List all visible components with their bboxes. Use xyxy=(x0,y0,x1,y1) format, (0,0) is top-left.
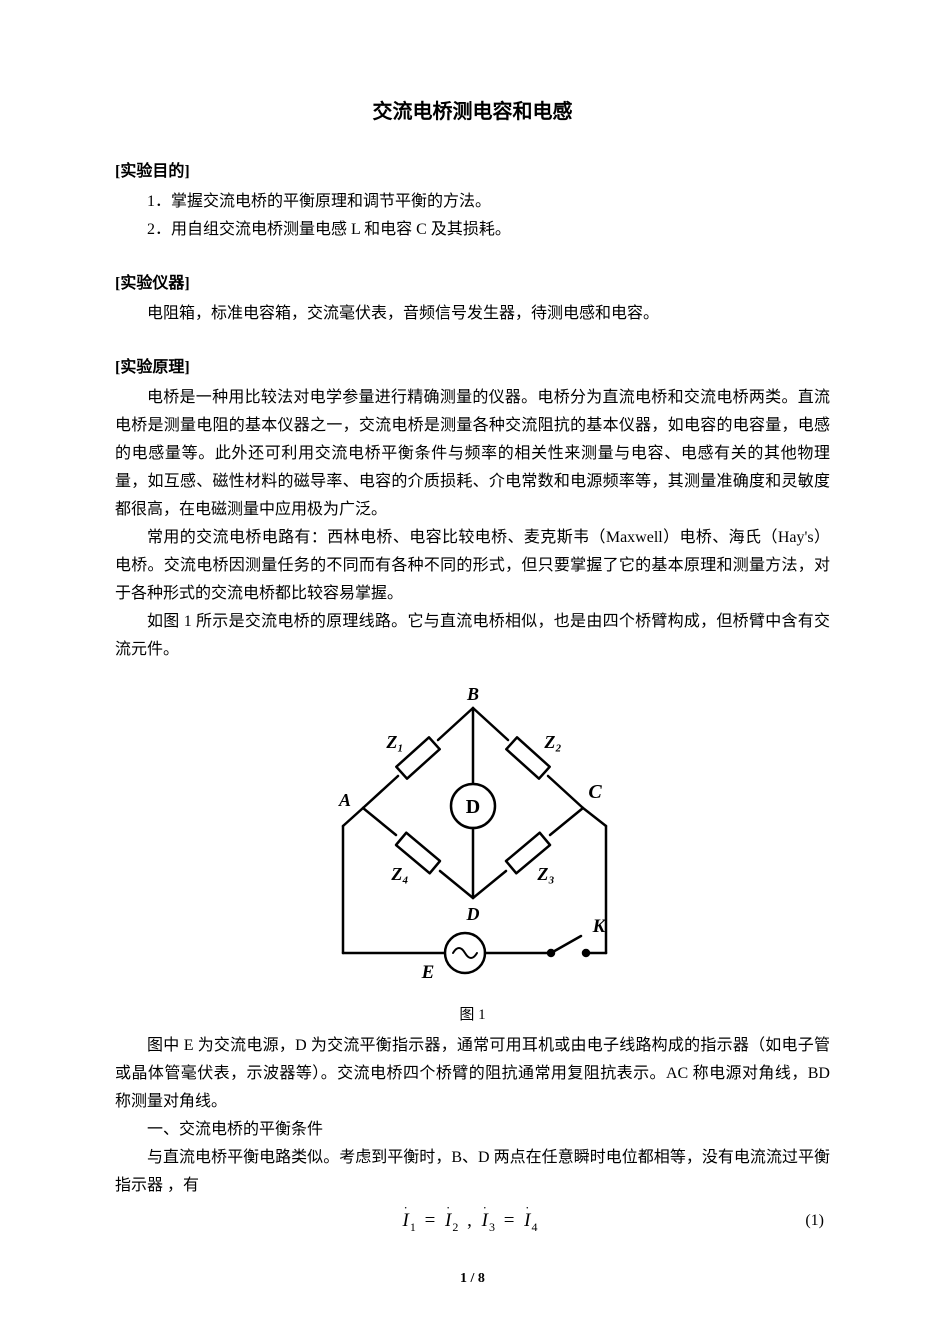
section-heading-apparatus: [实验仪器] xyxy=(115,270,830,298)
node-label-c: C xyxy=(588,781,602,803)
paragraph: 电桥是一种用比较法对电学参量进行精确测量的仪器。电桥分为直流电桥和交流电桥两类。… xyxy=(115,384,830,524)
section-heading-principle: [实验原理] xyxy=(115,354,830,382)
equation-body: ·I1 = ·I2 , ·I3 = ·I4 xyxy=(402,1204,538,1238)
paragraph: 与直流电桥平衡电路类似。考虑到平衡时，B、D 两点在任意瞬时电位都相等，没有电流… xyxy=(115,1144,830,1200)
paragraph: 图中 E 为交流电源，D 为交流平衡指示器，通常可用耳机或由电子线路构成的指示器… xyxy=(115,1032,830,1116)
detector-label: D xyxy=(465,796,479,818)
node-label-a: A xyxy=(337,790,350,810)
equation-number: (1) xyxy=(538,1207,831,1235)
arm-label-z1: Z₁ xyxy=(385,732,403,752)
circuit-figure: B A C D Z₁ Z₂ Z₃ Z₄ D E K xyxy=(115,678,830,998)
node-label-d: D xyxy=(465,904,479,924)
switch-label: K xyxy=(591,916,606,937)
page-number: 1 / 8 xyxy=(0,1271,945,1287)
node-label-b: B xyxy=(465,684,478,704)
equation-row: ·I1 = ·I2 , ·I3 = ·I4 (1) xyxy=(115,1204,830,1238)
arm-label-z2: Z₂ xyxy=(543,732,561,752)
section-heading-purpose: [实验目的] xyxy=(115,158,830,186)
arm-label-z3: Z₃ xyxy=(536,864,554,884)
document-page: 交流电桥测电容和电感 [实验目的] 1．掌握交流电桥的平衡原理和调节平衡的方法。… xyxy=(0,0,945,1298)
paragraph: 如图 1 所示是交流电桥的原理线路。它与直流电桥相似，也是由四个桥臂构成，但桥臂… xyxy=(115,608,830,664)
page-title: 交流电桥测电容和电感 xyxy=(115,95,830,130)
sub-heading: 一、交流电桥的平衡条件 xyxy=(115,1116,830,1144)
paragraph: 常用的交流电桥电路有：西林电桥、电容比较电桥、麦克斯韦（Maxwell）电桥、海… xyxy=(115,524,830,608)
list-item: 1．掌握交流电桥的平衡原理和调节平衡的方法。 xyxy=(115,188,830,216)
bridge-circuit-diagram: B A C D Z₁ Z₂ Z₃ Z₄ D E K xyxy=(303,678,643,988)
source-label: E xyxy=(420,962,434,983)
list-item: 2．用自组交流电桥测量电感 L 和电容 C 及其损耗。 xyxy=(115,216,830,244)
paragraph: 电阻箱，标准电容箱，交流毫伏表，音频信号发生器，待测电感和电容。 xyxy=(115,300,830,328)
figure-caption: 图 1 xyxy=(115,1002,830,1028)
arm-label-z4: Z₄ xyxy=(390,864,408,884)
